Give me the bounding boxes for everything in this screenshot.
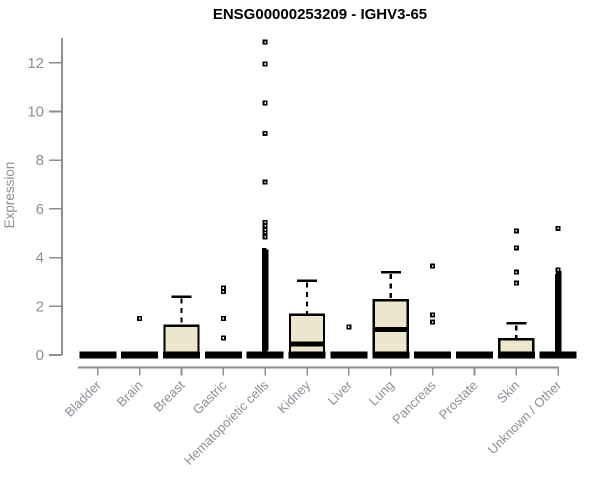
outlier-point-center [222, 290, 225, 293]
outlier-point-center [264, 132, 266, 135]
outlier-point-center [431, 314, 434, 316]
x-tick-label: Skin [494, 378, 522, 406]
y-tick-label: 6 [36, 201, 44, 218]
outlier-point-center [264, 41, 266, 43]
y-tick-label: 12 [27, 55, 44, 72]
y-tick-label: 10 [27, 104, 44, 121]
box [163, 324, 200, 357]
collapsed-box-bar [455, 351, 493, 359]
outlier-point-center [222, 337, 225, 339]
outlier-point-center [264, 225, 266, 227]
collapsed-box-bar [204, 351, 242, 359]
outlier-point-center [515, 230, 518, 232]
box-bottom-bar [288, 351, 326, 359]
outlier-point-center [557, 268, 559, 271]
box-bottom-bar [372, 351, 410, 359]
box [288, 313, 326, 357]
collapsed-box-bar [330, 351, 368, 359]
x-tick-label: Bladder [62, 377, 105, 420]
outlier-point-center [264, 221, 266, 224]
y-tick-label: 2 [36, 298, 44, 315]
outlier-point-center [557, 227, 559, 230]
outlier-point-center [264, 63, 266, 65]
collapsed-box-bar [539, 351, 577, 359]
outlier-point-center [264, 102, 266, 104]
box-bottom-bar [163, 351, 200, 359]
collapsed-box-bar [79, 351, 117, 359]
outlier-point-center [138, 317, 141, 320]
x-tick-label: Brain [114, 378, 146, 410]
outlier-point [556, 271, 562, 276]
collapsed-box-bar [121, 351, 159, 359]
x-tick-label: Prostate [436, 378, 481, 423]
outlier-point-center [515, 282, 518, 284]
outlier-point-center [348, 326, 350, 328]
box-bottom-bar [497, 351, 535, 359]
outlier-point-center [515, 271, 518, 274]
y-tick-label: 0 [36, 347, 44, 364]
x-tick-label: Lung [366, 378, 397, 409]
outlier-point-center [222, 287, 225, 289]
outlier-point-center [264, 236, 266, 238]
outlier-point-center [264, 181, 266, 183]
median-line [373, 327, 408, 332]
outlier-point-center [264, 228, 266, 231]
x-tick-label: Kidney [274, 377, 313, 416]
outlier-point-center [222, 317, 225, 320]
outlier-point [261, 248, 267, 253]
x-tick-label: Pancreas [389, 377, 439, 427]
y-tick-label: 4 [36, 250, 44, 267]
x-tick-label: Unknown / Other [485, 377, 565, 457]
outlier-point-center [515, 247, 518, 249]
y-axis-title: Expression [2, 162, 17, 229]
chart-title: ENSG00000253209 - IGHV3-65 [212, 6, 428, 23]
outlier-point-center [431, 321, 434, 323]
x-tick-label: Breast [150, 377, 187, 414]
collapsed-box-bar [414, 351, 452, 359]
y-tick-label: 8 [36, 152, 44, 169]
collapsed-box-bar [246, 351, 284, 359]
median-line [290, 341, 325, 347]
x-tick-label: Gastric [190, 377, 230, 417]
outlier-point-center [431, 265, 434, 267]
x-tick-label: Liver [324, 377, 355, 408]
